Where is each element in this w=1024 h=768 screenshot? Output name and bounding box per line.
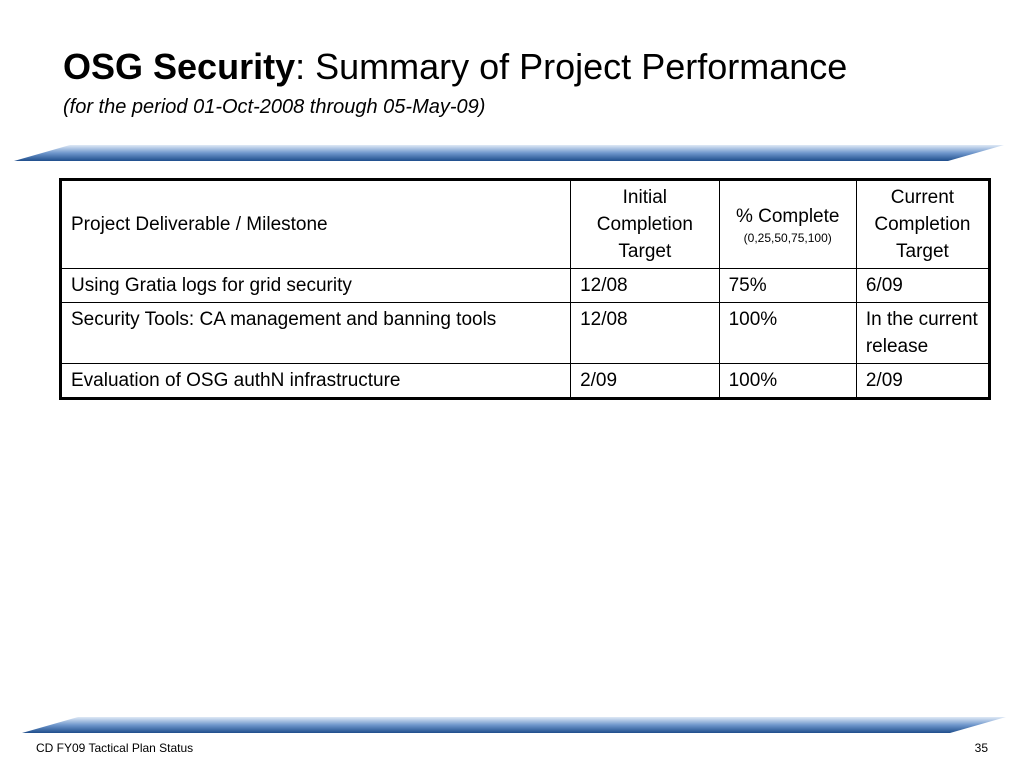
cell-initial-target: 12/08	[570, 302, 720, 364]
footer-deck-title: CD FY09 Tactical Plan Status	[36, 741, 194, 755]
header-current-target: Current Completion Target	[855, 179, 991, 269]
slide-subtitle: (for the period 01-Oct-2008 through 05-M…	[63, 96, 486, 118]
cell-current-target: 2/09	[855, 363, 991, 399]
footer-page-number: 35	[974, 741, 988, 755]
cell-percent-complete: 100%	[718, 302, 857, 364]
cell-current-target: In the current release	[855, 302, 991, 364]
header-deliverable: Project Deliverable / Milestone	[59, 179, 572, 269]
slide-title-rest: : Summary of Project Performance	[295, 46, 848, 87]
top-divider-band	[14, 145, 1004, 161]
project-performance-table: Project Deliverable / Milestone Initial …	[59, 178, 991, 400]
cell-percent-complete: 100%	[718, 363, 857, 399]
table-row: Security Tools: CA management and bannin…	[59, 302, 991, 364]
cell-deliverable: Evaluation of OSG authN infrastructure	[59, 363, 572, 399]
header-percent-label: % Complete	[735, 206, 840, 227]
header-percent-complete: % Complete (0,25,50,75,100)	[718, 179, 857, 269]
slide-title: OSG Security: Summary of Project Perform…	[63, 45, 847, 89]
table-header-row: Project Deliverable / Milestone Initial …	[59, 179, 991, 269]
header-percent-scale: (0,25,50,75,100)	[743, 231, 832, 245]
header-initial-target: Initial Completion Target	[570, 179, 720, 269]
cell-percent-complete: 75%	[718, 268, 857, 303]
bottom-divider-band	[22, 717, 1006, 733]
cell-initial-target: 2/09	[570, 363, 720, 399]
cell-current-target: 6/09	[855, 268, 991, 303]
table-row: Evaluation of OSG authN infrastructure 2…	[59, 363, 991, 399]
cell-initial-target: 12/08	[570, 268, 720, 303]
cell-deliverable: Security Tools: CA management and bannin…	[59, 302, 572, 364]
table-row: Using Gratia logs for grid security 12/0…	[59, 268, 991, 303]
slide-title-bold: OSG Security	[63, 46, 296, 87]
cell-deliverable: Using Gratia logs for grid security	[59, 268, 572, 303]
